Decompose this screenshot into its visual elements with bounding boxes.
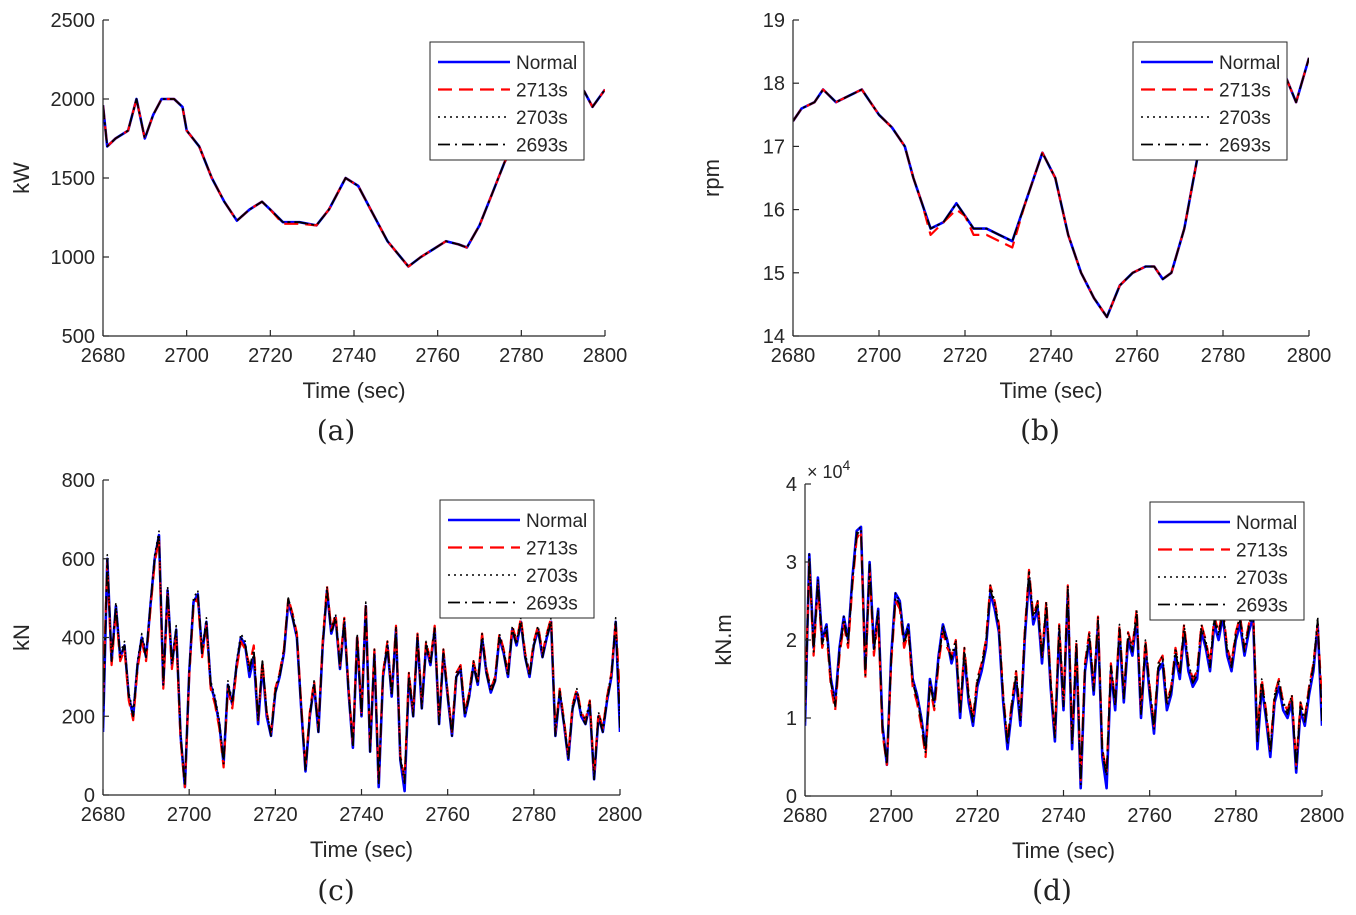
x-tick-label: 2800 — [1300, 805, 1345, 827]
legend-label: 2713s — [1236, 541, 1288, 562]
x-tick-label: 2700 — [167, 804, 212, 826]
x-tick-label: 2780 — [1214, 805, 1259, 827]
panel-caption: (d) — [1032, 874, 1072, 907]
y-tick-label: 17 — [763, 136, 785, 158]
y-tick-label: 800 — [62, 470, 95, 492]
legend: Normal 2713s 2703s 2693s — [439, 499, 595, 619]
legend-label: 2713s — [526, 539, 578, 560]
series-line-2693s — [103, 88, 605, 268]
series-line-2693s — [805, 528, 1322, 786]
legend-label: 2693s — [516, 136, 568, 157]
x-axis-label: Time (sec) — [999, 378, 1102, 403]
y-tick-label: 18 — [763, 73, 785, 95]
panel-caption: (b) — [1020, 414, 1060, 447]
y-tick-label: 16 — [763, 200, 785, 222]
y-tick-label: 1500 — [51, 168, 96, 190]
legend-label: 2713s — [1219, 81, 1271, 102]
x-tick-label: 2740 — [1041, 805, 1086, 827]
x-tick-label: 2780 — [512, 804, 557, 826]
x-tick-label: 2680 — [783, 805, 828, 827]
y-tick-label: 2000 — [51, 89, 96, 111]
legend-label: Normal — [1236, 513, 1297, 534]
legend-label: 2693s — [1219, 136, 1271, 157]
y-tick-label: 400 — [62, 628, 95, 650]
legend-label: 2703s — [516, 108, 568, 129]
legend-label: Normal — [516, 53, 577, 74]
y-axis-label: kW — [9, 162, 34, 194]
y-axis-label: kN.m — [711, 614, 736, 665]
x-tick-label: 2720 — [955, 805, 1000, 827]
y-tick-label: 1000 — [51, 247, 96, 269]
y-tick-label: 2 — [786, 630, 797, 652]
legend-label: 2703s — [1236, 568, 1288, 589]
x-tick-label: 2680 — [81, 345, 126, 367]
y-tick-label: 4 — [786, 474, 797, 496]
x-tick-label: 2740 — [332, 345, 377, 367]
y-tick-label: 15 — [763, 263, 785, 285]
chart-panel-a: 2680 2700 2720 2740 2760 2780 2800 500 1000 1500 2… — [9, 10, 627, 447]
y-axis-label: kN — [9, 624, 34, 651]
y-tick-label: 0 — [786, 786, 797, 808]
y-tick-label: 3 — [786, 552, 797, 574]
x-tick-label: 2780 — [1201, 345, 1246, 367]
panel-caption: (a) — [317, 414, 356, 447]
legend-label: Normal — [526, 511, 587, 532]
y-tick-label: 500 — [62, 326, 95, 348]
x-axis-label: Time (sec) — [1012, 838, 1115, 863]
x-tick-label: 2800 — [598, 804, 643, 826]
chart-panel-b: 2680 2700 2720 2740 2760 2780 2800 14 15 16 17 18 19… — [699, 10, 1331, 447]
x-tick-label: 2700 — [164, 345, 209, 367]
x-tick-label: 2680 — [771, 345, 816, 367]
legend-label: 2703s — [526, 566, 578, 587]
x-tick-label: 2720 — [253, 804, 298, 826]
x-tick-label: 2700 — [857, 345, 902, 367]
chart-panel-d: 2680 2700 2720 2740 2760 2780 2800 0 1 2 3 4 × 104 Ti… — [711, 457, 1344, 907]
x-axis-label: Time (sec) — [302, 378, 405, 403]
x-tick-label: 2720 — [943, 345, 988, 367]
x-tick-label: 2760 — [415, 345, 460, 367]
x-tick-label: 2700 — [869, 805, 914, 827]
x-tick-label: 2800 — [1287, 345, 1332, 367]
x-tick-label: 2780 — [499, 345, 544, 367]
legend-label: 2703s — [1219, 108, 1271, 129]
y-tick-label: 2500 — [51, 10, 96, 32]
x-tick-label: 2740 — [339, 804, 384, 826]
y-exponent-label: × 104 — [807, 457, 851, 482]
x-tick-label: 2760 — [1127, 805, 1172, 827]
series-line-2693s — [103, 534, 620, 788]
chart-panel-c: 2680 2700 2720 2740 2760 2780 2800 0 200 400 600 80… — [9, 470, 642, 907]
legend-label: 2693s — [526, 594, 578, 615]
y-tick-label: 1 — [786, 708, 797, 730]
x-tick-label: 2740 — [1029, 345, 1074, 367]
y-tick-label: 19 — [763, 10, 785, 32]
legend-label: 2713s — [516, 81, 568, 102]
y-tick-label: 600 — [62, 549, 95, 571]
x-tick-label: 2680 — [81, 804, 126, 826]
x-tick-label: 2720 — [248, 345, 293, 367]
x-axis-label: Time (sec) — [310, 837, 413, 862]
y-axis-label: rpm — [699, 159, 724, 197]
y-tick-label: 14 — [763, 326, 785, 348]
x-tick-label: 2760 — [425, 804, 470, 826]
y-tick-label: 200 — [62, 706, 95, 728]
y-tick-label: 0 — [84, 785, 95, 807]
legend: Normal 2713s 2703s 2693s — [1132, 41, 1288, 161]
legend: Normal 2713s 2703s 2693s — [1149, 501, 1305, 621]
legend-label: Normal — [1219, 53, 1280, 74]
panel-caption: (c) — [317, 874, 355, 907]
x-tick-label: 2760 — [1115, 345, 1160, 367]
legend-label: 2693s — [1236, 596, 1288, 617]
x-tick-label: 2800 — [583, 345, 628, 367]
legend: Normal 2713s 2703s 2693s — [429, 41, 585, 161]
